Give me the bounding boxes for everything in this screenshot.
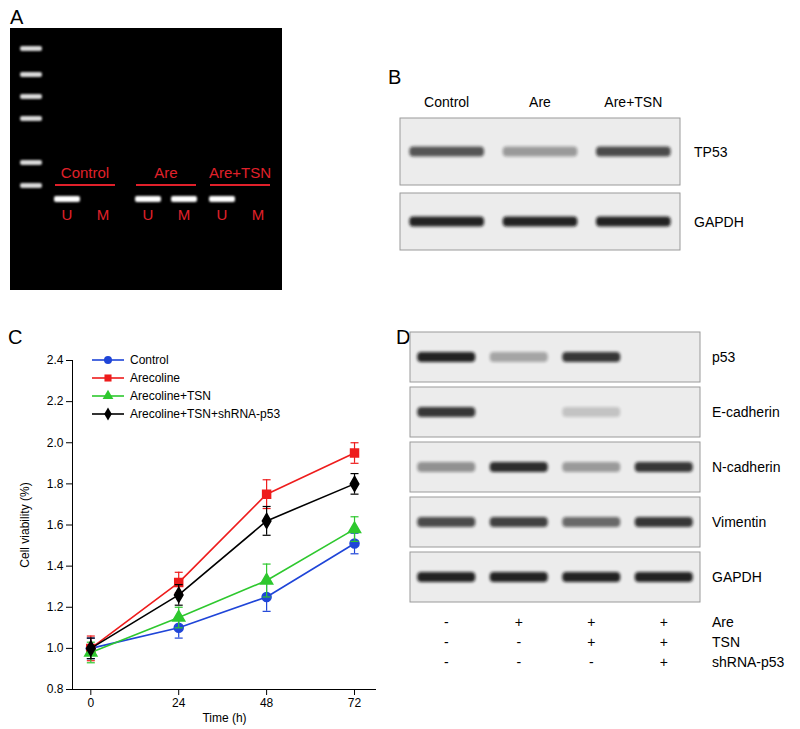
svg-text:Arecoline+TSN: Arecoline+TSN <box>130 389 211 403</box>
svg-text:+: + <box>587 634 595 650</box>
svg-text:Cell viability (%): Cell viability (%) <box>18 482 32 567</box>
svg-text:Are+TSN: Are+TSN <box>209 164 271 181</box>
svg-text:GAPDH: GAPDH <box>712 569 762 585</box>
svg-text:Time (h): Time (h) <box>202 711 246 725</box>
svg-text:Arecoline+TSN+shRNA-p53: Arecoline+TSN+shRNA-p53 <box>130 407 280 421</box>
svg-text:+: + <box>587 614 595 630</box>
svg-text:-: - <box>444 654 449 670</box>
svg-text:0: 0 <box>87 696 94 710</box>
svg-text:2.4: 2.4 <box>47 353 64 367</box>
svg-text:-: - <box>516 634 521 650</box>
svg-text:TSN: TSN <box>712 634 740 650</box>
svg-text:2.0: 2.0 <box>47 436 64 450</box>
svg-text:A: A <box>10 6 24 28</box>
svg-text:p53: p53 <box>712 349 736 365</box>
svg-text:1.0: 1.0 <box>47 641 64 655</box>
svg-text:M: M <box>252 206 265 223</box>
svg-text:M: M <box>178 206 191 223</box>
svg-text:48: 48 <box>260 696 274 710</box>
svg-text:D: D <box>396 326 410 348</box>
svg-text:GAPDH: GAPDH <box>694 214 744 230</box>
svg-text:1.8: 1.8 <box>47 477 64 491</box>
svg-text:shRNA-p53: shRNA-p53 <box>712 654 785 670</box>
svg-text:U: U <box>143 206 154 223</box>
svg-text:E-cadherin: E-cadherin <box>712 404 780 420</box>
svg-text:Control: Control <box>424 94 469 110</box>
svg-text:+: + <box>660 654 668 670</box>
svg-text:N-cadherin: N-cadherin <box>712 459 780 475</box>
svg-text:-: - <box>516 654 521 670</box>
svg-text:+: + <box>515 614 523 630</box>
svg-text:Control: Control <box>61 164 109 181</box>
svg-text:U: U <box>62 206 73 223</box>
svg-text:+: + <box>660 634 668 650</box>
svg-text:Arecoline: Arecoline <box>130 371 180 385</box>
svg-text:M: M <box>97 206 110 223</box>
svg-text:Are+TSN: Are+TSN <box>604 94 662 110</box>
svg-text:1.6: 1.6 <box>47 518 64 532</box>
svg-text:-: - <box>444 634 449 650</box>
svg-text:B: B <box>388 66 401 88</box>
svg-text:+: + <box>660 614 668 630</box>
svg-text:Are: Are <box>154 164 177 181</box>
svg-text:1.4: 1.4 <box>47 559 64 573</box>
svg-text:Are: Are <box>712 614 734 630</box>
svg-text:Are: Are <box>529 94 551 110</box>
svg-text:-: - <box>589 654 594 670</box>
svg-text:72: 72 <box>348 696 362 710</box>
svg-text:C: C <box>8 326 22 348</box>
svg-text:Control: Control <box>130 353 169 367</box>
svg-text:0.8: 0.8 <box>47 682 64 696</box>
svg-text:Vimentin: Vimentin <box>712 514 766 530</box>
svg-text:U: U <box>217 206 228 223</box>
svg-text:2.2: 2.2 <box>47 394 64 408</box>
svg-text:1.2: 1.2 <box>47 600 64 614</box>
svg-text:TP53: TP53 <box>694 144 728 160</box>
svg-text:24: 24 <box>172 696 186 710</box>
svg-text:-: - <box>444 614 449 630</box>
